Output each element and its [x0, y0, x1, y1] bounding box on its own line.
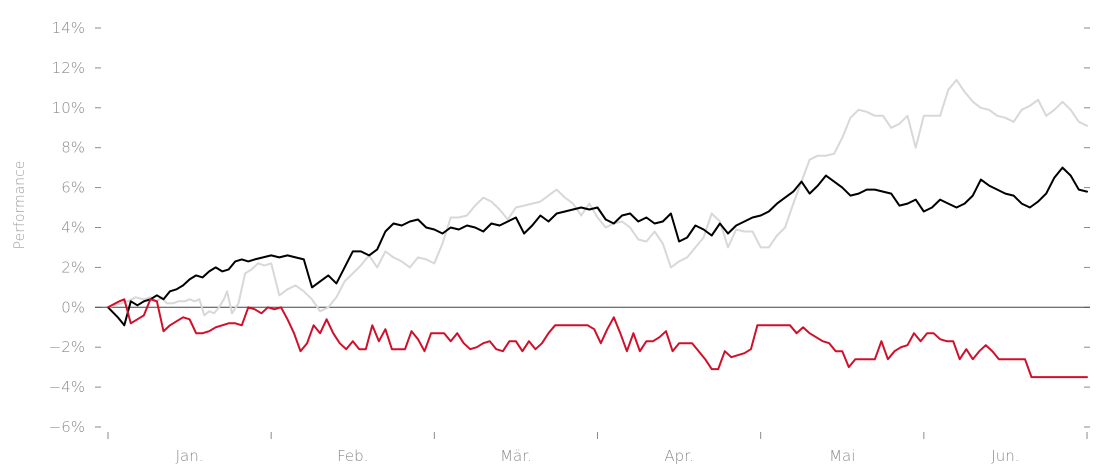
y-tick-label: −4% [49, 378, 85, 396]
y-tick-label: −2% [49, 338, 85, 356]
x-tick-label: Jun. [991, 447, 1019, 464]
x-axis: Jan. Feb. Mär. Apr. Mai Jun. [107, 432, 1088, 464]
y-axis-title: Performance [12, 161, 28, 250]
y-axis: −6% −4% −2% 0% 2% 4% 6% 8% 10% 12% 14% [49, 19, 1090, 436]
y-tick-label: 2% [61, 258, 85, 276]
y-tick-label: 0% [61, 298, 85, 316]
series-line-0 [107, 78, 1088, 317]
x-tick-label: Jan. [176, 447, 204, 464]
x-tick-label: Mai [829, 447, 855, 464]
x-tick-label: Feb. [337, 447, 368, 464]
series-line-1 [107, 166, 1088, 327]
y-tick-label: 12% [52, 59, 85, 77]
y-tick-label: 6% [61, 179, 85, 197]
x-tick-label: Mär. [500, 447, 532, 464]
y-tick-label: 10% [52, 99, 85, 117]
y-tick-label: 8% [61, 139, 85, 157]
x-tick-label: Apr. [664, 447, 693, 464]
series-line-2 [107, 298, 1088, 379]
y-tick-label: 14% [52, 19, 85, 37]
series-layer [107, 78, 1088, 379]
y-tick-label: −6% [49, 418, 85, 436]
y-tick-label: 4% [61, 219, 85, 237]
